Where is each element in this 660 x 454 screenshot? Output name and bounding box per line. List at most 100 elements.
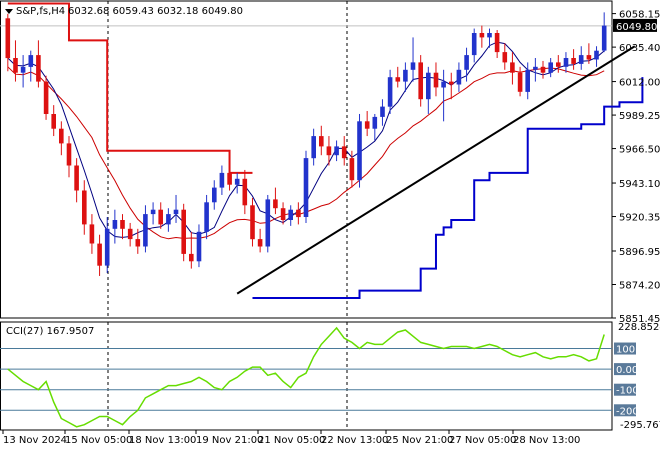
candle-body bbox=[59, 128, 64, 144]
candle-body bbox=[433, 72, 439, 88]
time-tick-label: 22 Nov 13:00 bbox=[321, 435, 388, 446]
price-tick-label: 5989.25 bbox=[619, 111, 660, 122]
time-tick-label: 18 Nov 13:00 bbox=[129, 435, 196, 446]
trailing-stop-upper bbox=[7, 2, 253, 174]
candle-body bbox=[479, 33, 485, 38]
candle-body bbox=[449, 81, 454, 85]
current-price-box bbox=[613, 18, 657, 32]
cci-level-label: 100 bbox=[616, 345, 635, 356]
candle-body bbox=[403, 69, 408, 82]
time-tick-label: 28 Nov 13:00 bbox=[513, 435, 580, 446]
candle-body bbox=[51, 114, 56, 129]
price-tick-label: 5896.95 bbox=[619, 247, 660, 258]
candle-body bbox=[143, 214, 148, 247]
candle-body bbox=[563, 58, 569, 67]
candle-body bbox=[571, 58, 576, 64]
time-tick-label: 13 Nov 2024 bbox=[3, 435, 67, 446]
current-price-label: 6049.80 bbox=[616, 22, 657, 33]
candle-body bbox=[441, 81, 446, 88]
trendline bbox=[236, 45, 636, 295]
cci-line bbox=[7, 326, 605, 428]
candle-body bbox=[487, 33, 492, 38]
candle-body bbox=[525, 69, 530, 92]
time-tick-label: 21 Nov 05:00 bbox=[258, 435, 325, 446]
dropdown-arrow-icon[interactable] bbox=[5, 9, 13, 14]
candle-body bbox=[510, 62, 515, 73]
price-tick-label: 5943.10 bbox=[619, 179, 660, 190]
cci-level-box bbox=[614, 363, 636, 376]
candle-body bbox=[196, 231, 202, 262]
cci-level-box bbox=[614, 342, 636, 355]
cci-level-label: -200 bbox=[616, 406, 639, 417]
candle-body bbox=[334, 146, 339, 156]
cci-level-label: -100 bbox=[616, 386, 639, 397]
candle-body bbox=[311, 136, 316, 159]
candle-body bbox=[357, 121, 362, 181]
candle-body bbox=[97, 243, 102, 266]
candle-body bbox=[36, 55, 41, 82]
candle-body bbox=[150, 209, 156, 215]
time-tick-label: 27 Nov 05:00 bbox=[449, 435, 516, 446]
candle-body bbox=[326, 146, 332, 156]
candle-body bbox=[502, 52, 508, 63]
candle-body bbox=[181, 209, 186, 254]
candle-body bbox=[250, 205, 255, 240]
time-tick-label: 25 Nov 21:00 bbox=[386, 435, 453, 446]
candle-body bbox=[13, 58, 18, 73]
price-tick-label: 5920.35 bbox=[619, 213, 660, 224]
candle-body bbox=[127, 228, 133, 240]
candle-body bbox=[464, 55, 469, 70]
price-tick-label: 6035.40 bbox=[619, 43, 660, 54]
candle-body bbox=[533, 66, 538, 70]
price-tick-label: 6058.15 bbox=[619, 10, 660, 21]
cci-level-box bbox=[614, 383, 636, 396]
candle-body bbox=[20, 66, 26, 73]
candle-body bbox=[494, 33, 500, 53]
candle-body bbox=[372, 116, 378, 129]
symbol-label: S&P,fs,H4 bbox=[16, 6, 65, 17]
candle-body bbox=[594, 50, 599, 60]
candle-body bbox=[556, 62, 561, 67]
candle-body bbox=[104, 228, 110, 266]
cci-level-label: 0.00 bbox=[616, 365, 638, 376]
candle-body bbox=[135, 239, 141, 247]
candle-body bbox=[219, 172, 225, 188]
candle-body bbox=[234, 178, 240, 185]
candle-body bbox=[265, 199, 271, 247]
candle-body bbox=[548, 62, 553, 73]
candle-body bbox=[418, 62, 423, 100]
candle-body bbox=[364, 121, 370, 129]
candle-body bbox=[296, 209, 301, 218]
cci-min-label: -295.7671 bbox=[620, 420, 660, 431]
candle-body bbox=[158, 209, 163, 225]
price-tick-label: 5874.20 bbox=[619, 280, 660, 291]
ohlc-readout: 6032.68 6059.43 6032.18 6049.80 bbox=[68, 6, 243, 17]
candle-body bbox=[112, 220, 118, 229]
candle-body bbox=[410, 62, 416, 70]
candle-body bbox=[586, 55, 592, 60]
candle-body bbox=[349, 158, 355, 181]
candle-body bbox=[74, 165, 79, 191]
candle-body bbox=[380, 106, 385, 117]
candle-body bbox=[341, 146, 347, 159]
price-tick-label: 6012.00 bbox=[619, 78, 660, 89]
candle-body bbox=[303, 158, 309, 217]
cci-level-box bbox=[614, 404, 636, 417]
cci-max-label: 228.8524 bbox=[618, 322, 660, 333]
price-tick-label: 5851.45 bbox=[619, 314, 660, 325]
candle-body bbox=[242, 178, 248, 206]
candle-body bbox=[189, 253, 194, 262]
candle-body bbox=[227, 172, 232, 185]
time-tick-label: 15 Nov 05:00 bbox=[65, 435, 132, 446]
candle-body bbox=[601, 25, 607, 51]
candle-body bbox=[426, 72, 431, 100]
price-tick-label: 5966.50 bbox=[619, 145, 660, 156]
candle-body bbox=[89, 224, 95, 244]
candle-body bbox=[204, 202, 209, 232]
time-tick-label: 19 Nov 21:00 bbox=[196, 435, 263, 446]
candle-body bbox=[319, 136, 324, 147]
candle-body bbox=[5, 18, 11, 59]
indicator-label: CCI(27) 167.9507 bbox=[6, 326, 94, 337]
